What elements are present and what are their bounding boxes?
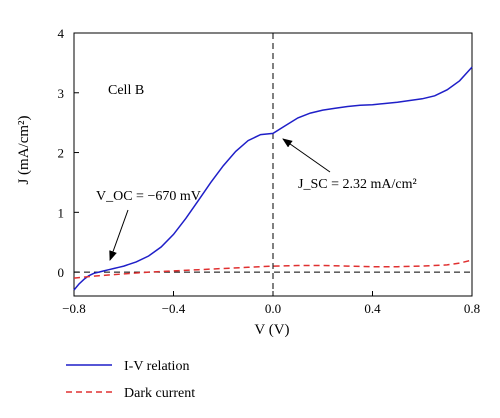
legend-label-dark: Dark current (124, 386, 195, 401)
x-tick-label: 0.0 (265, 301, 281, 316)
series-dark-current-line (73, 259, 473, 279)
voc-annotation: V_OC = −670 mV (96, 189, 201, 204)
jsc-annotation: J_SC = 2.32 mA/cm² (298, 177, 417, 192)
x-axis-label: V (V) (254, 322, 289, 338)
legend-label-iv: I-V relation (124, 359, 189, 374)
y-tick-label: 1 (58, 205, 65, 220)
x-tick-label: −0.4 (162, 301, 186, 316)
jsc-arrow (282, 138, 331, 173)
x-tick-label: 0.4 (364, 301, 381, 316)
y-tick-label: 4 (58, 26, 65, 41)
y-tick-label: 2 (58, 146, 65, 161)
series-lines (73, 66, 473, 291)
legend: I-V relation Dark current (66, 359, 195, 401)
voc-arrow (109, 209, 129, 261)
y-tick-label: 0 (58, 265, 65, 280)
x-tick-label: 0.8 (464, 301, 480, 316)
cell-label: Cell B (108, 83, 144, 98)
x-tick-label: −0.8 (62, 301, 86, 316)
axis-ticks: −0.8 −0.4 0.0 0.4 0.8 0 1 2 3 4 (58, 26, 481, 316)
series-iv-relation-line (73, 66, 473, 291)
y-tick-label: 3 (58, 86, 65, 101)
y-axis-label: J (mA/cm²) (16, 115, 32, 184)
reference-lines (74, 33, 472, 296)
